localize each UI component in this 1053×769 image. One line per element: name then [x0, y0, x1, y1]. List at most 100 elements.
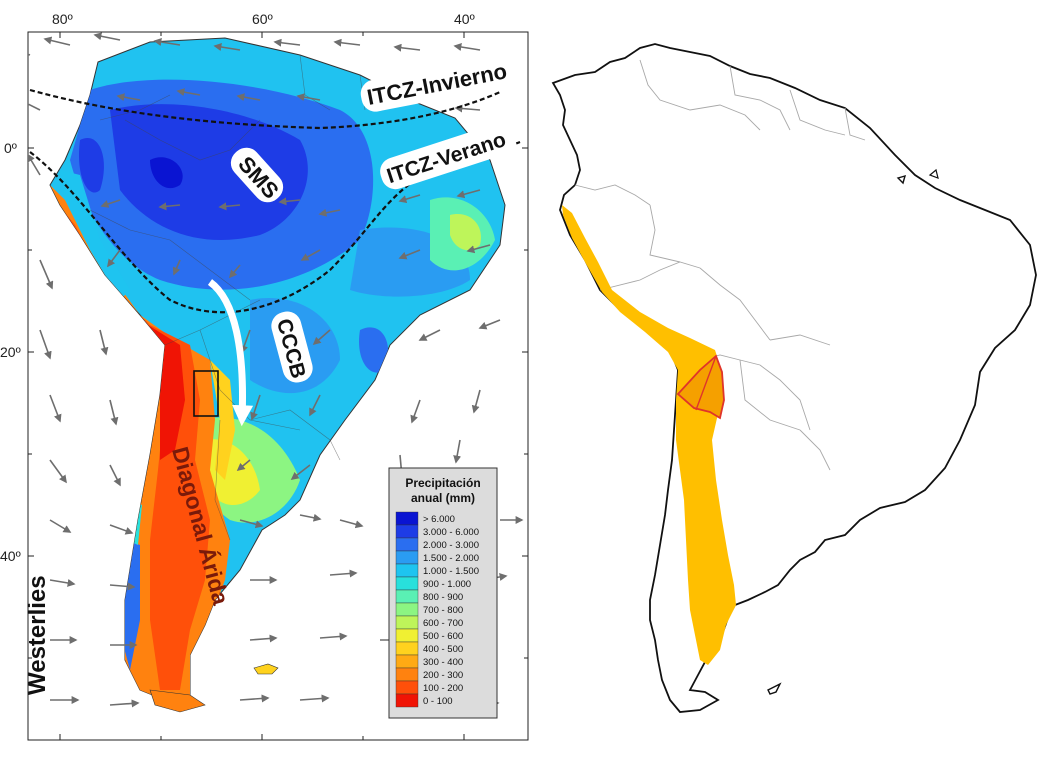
right-marajo [928, 168, 939, 179]
wind-arrow [456, 189, 481, 199]
right-falklands [767, 682, 782, 695]
wind-arrow [109, 699, 140, 708]
wind-arrow [299, 694, 330, 703]
westerlies-label: Westerlies [24, 575, 51, 695]
wind-arrow [109, 582, 136, 591]
lon-label-40: 40º [454, 11, 475, 27]
wind-arrow [329, 569, 358, 578]
wind-arrow [393, 43, 421, 52]
wind-arrow [109, 524, 134, 535]
wind-arrow [398, 194, 421, 203]
legend-swatch [395, 511, 419, 526]
wind-arrow [28, 53, 31, 56]
wind-arrow [28, 153, 41, 176]
study-region-outline [676, 354, 725, 420]
lon-label-60: 60º [252, 11, 273, 27]
wind-arrow [213, 43, 241, 51]
wind-arrow [453, 439, 462, 464]
legend-swatch [395, 602, 419, 617]
wind-arrow [236, 459, 251, 472]
wind-arrow [228, 264, 241, 279]
wind-arrow [318, 208, 341, 217]
wind-arrow [93, 32, 121, 41]
wind-arrow [239, 519, 264, 529]
wind-arrow [299, 513, 322, 522]
legend-label: > 6.000 [423, 514, 455, 525]
wind-arrow [39, 259, 54, 290]
legend-label: 700 - 800 [423, 605, 463, 616]
wind-arrow [410, 399, 421, 424]
legend-swatch [395, 537, 419, 552]
study-region-divider [695, 355, 717, 411]
legend-title-line2: anual (mm) [411, 491, 475, 505]
wind-arrow [478, 319, 501, 330]
wind-arrow [39, 329, 52, 360]
wind-arrow [296, 93, 321, 102]
precipitation-map: 80º 60º 40º 0º 20º 40º [0, 11, 529, 741]
wind-arrow [43, 36, 71, 46]
wind-arrow [99, 329, 109, 356]
legend-swatch [395, 524, 419, 539]
legend-swatch [395, 654, 419, 669]
legend-label: 400 - 500 [423, 644, 463, 655]
wind-arrow [28, 103, 41, 111]
legend-swatch [395, 667, 419, 682]
wind-arrow [109, 464, 121, 487]
wind-arrow [49, 394, 62, 423]
legend-label: 1.500 - 2.000 [423, 553, 479, 564]
lon-label-80: 80º [52, 11, 73, 27]
legend-swatch [395, 628, 419, 643]
wind-arrow [158, 202, 181, 211]
lat-label-20: 20º [0, 344, 21, 360]
wind-arrow [109, 399, 119, 426]
wind-arrow [333, 38, 361, 47]
wind-arrow [49, 519, 72, 533]
legend-swatch [395, 680, 419, 695]
legend-label: 3.000 - 6.000 [423, 527, 479, 538]
wind-arrow [454, 104, 481, 113]
legend-label: 800 - 900 [423, 592, 463, 603]
wind-arrow [466, 244, 491, 254]
legend-swatch [395, 550, 419, 565]
legend-label: 200 - 300 [423, 670, 463, 681]
wind-arrow [100, 199, 121, 208]
wind-arrow [218, 202, 241, 211]
wind-arrow [339, 519, 364, 529]
wind-arrow [49, 579, 76, 587]
wind-arrow [300, 249, 321, 261]
wind-arrow [319, 632, 348, 641]
wind-arrow [398, 249, 421, 260]
wind-arrow [418, 329, 441, 341]
right-trinidad [896, 174, 907, 185]
outline-map [551, 43, 1037, 713]
legend-label: 1.000 - 1.500 [423, 566, 479, 577]
study-area-box [193, 370, 219, 417]
legend-swatch [395, 641, 419, 656]
arid-zone-highlight [562, 205, 736, 665]
wind-arrow [172, 259, 181, 276]
wind-arrow [49, 459, 67, 484]
wind-arrow [312, 329, 331, 346]
tierra-del-fuego [149, 689, 206, 713]
wind-arrow [239, 694, 270, 703]
falkland-islands [253, 663, 279, 675]
legend-swatch [395, 563, 419, 578]
wind-arrow [309, 394, 321, 417]
lat-label-0: 0º [4, 140, 17, 156]
legend-label: 900 - 1.000 [423, 579, 471, 590]
cccb-arrow [207, 279, 254, 427]
longitude-ticks [28, 32, 528, 740]
wind-arrow [290, 464, 311, 480]
legend-label: 2.000 - 3.000 [423, 540, 479, 551]
wind-arrow [278, 197, 301, 206]
wind-arrow [273, 38, 301, 47]
legend-swatch [395, 693, 419, 708]
legend-label: 100 - 200 [423, 683, 463, 694]
legend-swatch [395, 589, 419, 604]
south-america-outline [551, 43, 1037, 713]
wind-arrow [453, 43, 481, 51]
wind-arrow [240, 329, 251, 354]
wind-arrow [249, 634, 278, 643]
wind-arrow [176, 88, 201, 97]
